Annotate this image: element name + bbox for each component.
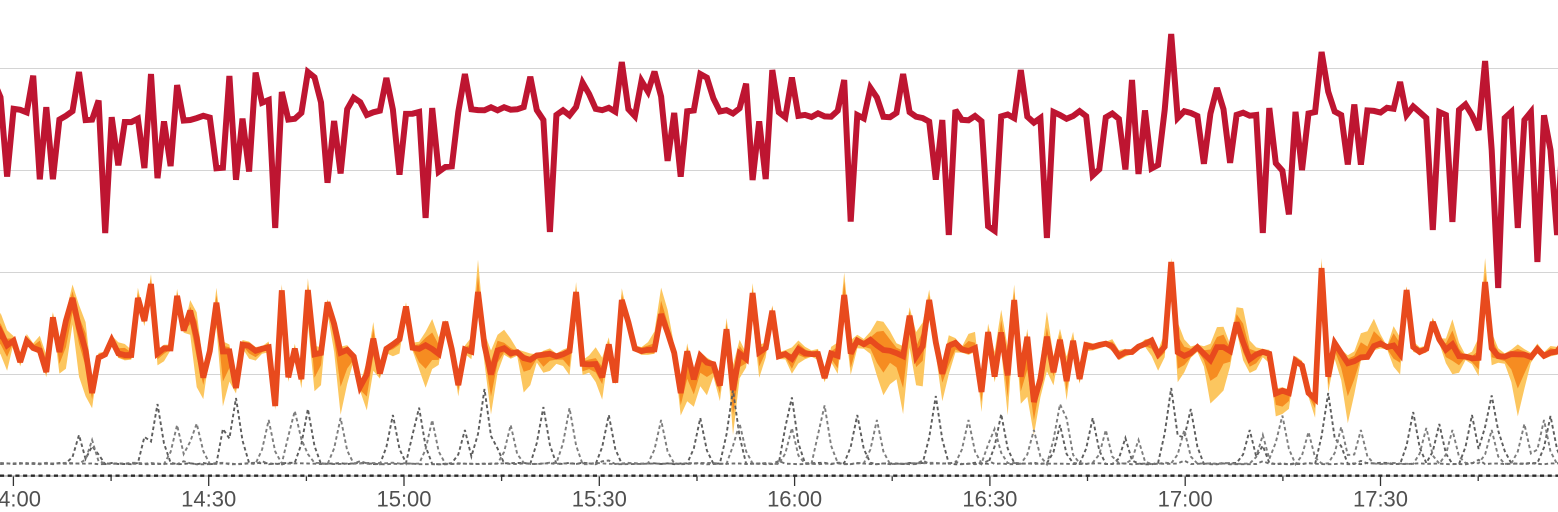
- svg-text:14:30: 14:30: [181, 487, 236, 512]
- svg-text:14:00: 14:00: [0, 487, 41, 512]
- svg-text:17:30: 17:30: [1353, 487, 1408, 512]
- svg-text:15:30: 15:30: [572, 487, 627, 512]
- svg-text:15:00: 15:00: [376, 487, 431, 512]
- svg-text:16:30: 16:30: [962, 487, 1017, 512]
- svg-text:16:00: 16:00: [767, 487, 822, 512]
- svg-text:17:00: 17:00: [1158, 487, 1213, 512]
